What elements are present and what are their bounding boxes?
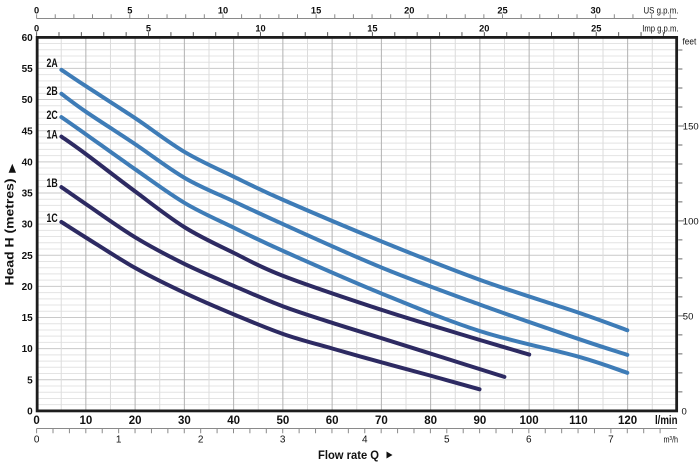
svg-text:3: 3 — [280, 434, 286, 445]
svg-text:l/min: l/min — [655, 415, 678, 427]
svg-text:55: 55 — [22, 64, 34, 75]
svg-text:35: 35 — [22, 189, 34, 200]
svg-text:60: 60 — [22, 33, 34, 44]
svg-text:60: 60 — [326, 415, 339, 427]
svg-text:25: 25 — [22, 251, 34, 262]
svg-text:0: 0 — [34, 434, 40, 445]
svg-text:1B: 1B — [47, 178, 58, 190]
svg-text:25: 25 — [497, 6, 507, 16]
svg-text:Flow rate Q: Flow rate Q — [318, 450, 379, 462]
svg-text:30: 30 — [22, 220, 34, 231]
svg-text:20: 20 — [404, 6, 414, 16]
svg-text:80: 80 — [424, 415, 437, 427]
svg-text:20: 20 — [129, 415, 142, 427]
svg-text:5: 5 — [146, 23, 151, 33]
svg-text:70: 70 — [375, 415, 388, 427]
svg-text:15: 15 — [311, 6, 321, 16]
svg-text:0: 0 — [33, 415, 39, 427]
svg-text:5: 5 — [27, 375, 33, 386]
svg-text:Head H (metres): Head H (metres) — [2, 179, 16, 286]
svg-text:10: 10 — [22, 344, 34, 355]
svg-text:20: 20 — [22, 282, 34, 293]
svg-text:40: 40 — [22, 157, 34, 168]
svg-text:30: 30 — [178, 415, 191, 427]
svg-text:25: 25 — [591, 23, 601, 33]
svg-text:90: 90 — [474, 415, 487, 427]
svg-text:120: 120 — [618, 415, 637, 427]
svg-text:10: 10 — [255, 23, 265, 33]
svg-text:2: 2 — [198, 434, 204, 445]
svg-text:45: 45 — [22, 126, 34, 137]
svg-text:1: 1 — [116, 434, 122, 445]
svg-text:150: 150 — [683, 121, 699, 132]
svg-text:0: 0 — [27, 407, 33, 418]
svg-text:100: 100 — [683, 216, 699, 227]
svg-text:0: 0 — [34, 6, 39, 16]
svg-text:5: 5 — [444, 434, 450, 445]
svg-text:0: 0 — [682, 406, 687, 417]
svg-text:10: 10 — [218, 6, 228, 16]
svg-text:5: 5 — [127, 6, 132, 16]
svg-text:15: 15 — [22, 313, 34, 324]
svg-text:Imp g.p.m.: Imp g.p.m. — [642, 23, 678, 34]
svg-text:7: 7 — [608, 434, 614, 445]
svg-text:m³/h: m³/h — [664, 434, 679, 445]
svg-text:30: 30 — [591, 6, 601, 16]
svg-text:1C: 1C — [47, 213, 58, 225]
svg-text:50: 50 — [683, 311, 694, 322]
svg-text:1A: 1A — [47, 130, 58, 142]
svg-text:6: 6 — [526, 434, 532, 445]
svg-text:US g.p.m.: US g.p.m. — [644, 6, 679, 17]
svg-text:feet: feet — [683, 36, 697, 47]
svg-text:0: 0 — [34, 23, 39, 33]
svg-text:40: 40 — [227, 415, 240, 427]
svg-text:10: 10 — [80, 415, 93, 427]
svg-text:2C: 2C — [47, 110, 58, 122]
svg-text:2A: 2A — [47, 58, 58, 70]
svg-text:20: 20 — [479, 23, 489, 33]
svg-text:50: 50 — [22, 95, 34, 106]
svg-text:4: 4 — [362, 434, 368, 445]
svg-text:50: 50 — [277, 415, 290, 427]
svg-text:15: 15 — [367, 23, 377, 33]
svg-text:2B: 2B — [47, 86, 58, 98]
svg-text:110: 110 — [569, 415, 588, 427]
svg-text:100: 100 — [520, 415, 539, 427]
